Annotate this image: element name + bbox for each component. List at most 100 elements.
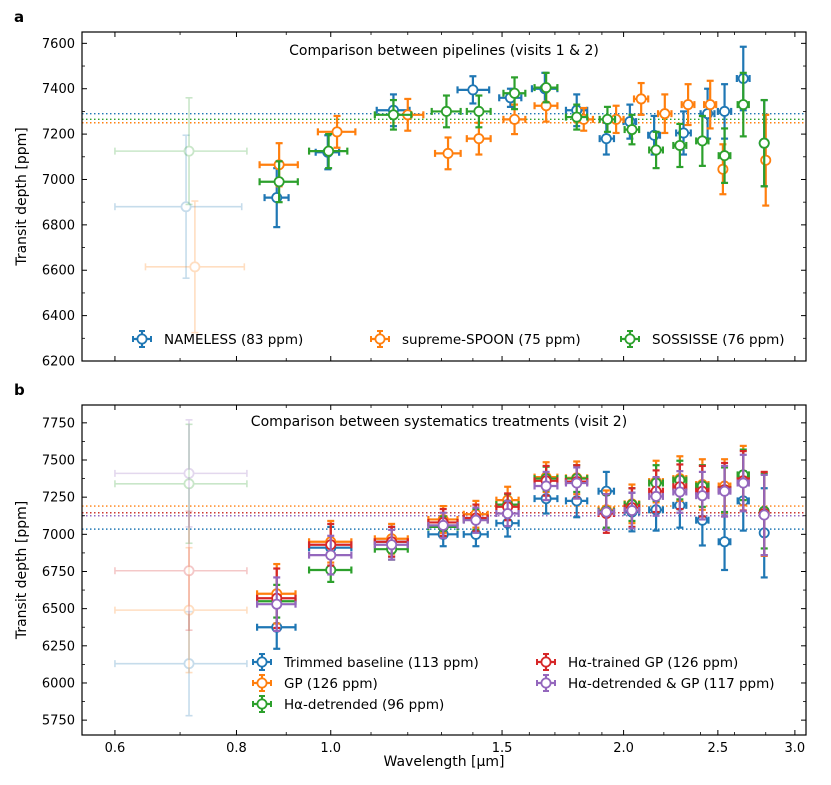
data-marker: [635, 93, 647, 105]
panel-b-series-4-point-6: [495, 499, 520, 528]
panel-a-series-1-point-12: [680, 83, 696, 127]
legend-label: supreme-SPOON (75 ppm): [402, 332, 581, 348]
panel-a-title: Comparison between pipelines (visits 1 &…: [289, 43, 599, 59]
data-marker: [626, 124, 638, 136]
data-marker: [737, 99, 749, 111]
panel-a-series-2-point-4: [430, 94, 462, 129]
panel-a-series-1-point-15: [760, 113, 772, 207]
panel-a-series-1-point-11: [656, 93, 673, 135]
legend-marker: [374, 333, 386, 345]
panel-a-legend-entry-2: SOSSISSE (76 ppm): [620, 330, 785, 348]
data-marker: [650, 490, 662, 502]
data-marker: [183, 145, 195, 157]
data-marker: [719, 105, 731, 117]
panel-b-y-tick-label: 7250: [42, 491, 75, 506]
panel-b-series-4-point-10: [623, 491, 641, 530]
legend-label: SOSSISSE (76 ppm): [652, 332, 785, 348]
panel-a-y-tick-label: 7600: [42, 37, 75, 52]
data-marker: [758, 137, 770, 149]
panel-b-series-4-point-3: [373, 528, 409, 561]
panel-a-series-0-point-11: [675, 110, 692, 156]
data-marker: [442, 147, 454, 159]
data-marker: [601, 113, 613, 125]
panel-b-y-tick-label: 7750: [42, 416, 75, 431]
panel-b-series-4-point-5: [462, 506, 489, 534]
data-marker: [509, 113, 521, 125]
panel-b-letter: b: [14, 381, 25, 399]
legend-label: Hα-detrended & GP (117 ppm): [568, 676, 775, 692]
data-marker: [600, 133, 612, 145]
panel-a-plot: 6200 6400 6600 6800 7000 7200 7400 7600 Transit …: [14, 31, 807, 370]
panel-a-series-2-point-9: [598, 105, 617, 133]
data-marker: [674, 139, 686, 151]
data-marker: [674, 486, 686, 498]
panel-a-series-1-point-2: [316, 114, 357, 149]
panel-b-series-4-point-15: [736, 453, 750, 513]
data-marker: [571, 111, 583, 123]
panel-a-series-1-point-13: [703, 79, 718, 130]
panel-b-series-4-point-16: [758, 473, 770, 557]
legend-marker: [256, 677, 268, 689]
panel-b-series-3: [114, 449, 770, 632]
data-marker: [696, 135, 708, 147]
panel-b-series-4-point-0: [114, 419, 248, 528]
panel-b-legend-entry-2: Hα-detrended (96 ppm): [252, 695, 444, 713]
x-tick-label: 2.5: [708, 741, 729, 756]
panel-b-legend-entry-4: Hα-detrended & GP (117 ppm): [536, 674, 775, 692]
legend-label: Hα-trained GP (126 ppm): [568, 655, 738, 671]
data-marker: [386, 539, 398, 551]
legend-marker: [624, 333, 636, 345]
panel-a-y-tick-label: 6400: [42, 309, 75, 324]
data-marker: [273, 176, 285, 188]
x-tick-label: 2.0: [613, 741, 634, 756]
x-tick-label: 0.8: [226, 741, 247, 756]
panel-a-y-tick-label: 7000: [42, 173, 75, 188]
panel-b-y-tick-label: 7500: [42, 454, 75, 469]
panel-b-y-tick-label: 6500: [42, 602, 75, 617]
data-marker: [719, 536, 731, 548]
legend-label: NAMELESS (83 ppm): [164, 332, 303, 348]
legend-marker: [540, 677, 552, 689]
data-marker: [659, 108, 671, 120]
data-marker: [271, 598, 283, 610]
panel-a-series-0: [114, 45, 770, 279]
panel-b-series-4-point-9: [597, 493, 616, 531]
data-marker: [183, 565, 195, 577]
data-marker: [473, 105, 485, 117]
panel-b-series-4-point-13: [695, 470, 710, 521]
panel-b-y-tick-label: 6250: [42, 639, 75, 654]
data-marker: [180, 201, 192, 213]
data-marker: [571, 477, 583, 489]
panel-a-legend-entry-0: NAMELESS (83 ppm): [132, 330, 303, 348]
panel-b-series-4-point-1: [255, 576, 297, 633]
panel-a-series-0-point-13: [716, 83, 733, 140]
data-marker: [387, 109, 399, 121]
panel-a-series-0-point-5: [498, 87, 523, 108]
panel-a-series-0-point-0: [114, 134, 243, 279]
panel-a-y-tick-label: 6200: [42, 355, 75, 370]
legend-marker: [256, 656, 268, 668]
data-marker: [758, 509, 770, 521]
panel-b-series-4-point-12: [672, 470, 688, 514]
data-marker: [183, 658, 195, 670]
legend-marker: [540, 656, 552, 668]
panel-a-series-2: [114, 71, 770, 206]
panel-a-series-2-point-7: [533, 71, 559, 104]
panel-b-series-4-point-2: [307, 534, 353, 576]
legend-marker: [136, 333, 148, 345]
panel-a-series-0-point-4: [456, 75, 491, 105]
data-marker: [470, 514, 482, 526]
panel-b-legend-entry-1: GP (126 ppm): [252, 674, 378, 692]
panel-a-series-1-point-0: [144, 200, 246, 334]
panel-a-frame: [81, 31, 807, 362]
panel-b-y-tick-label: 6750: [42, 565, 75, 580]
panel-a-series-2-point-2: [307, 133, 349, 170]
panel-a-series-2-point-11: [648, 130, 664, 170]
panel-b-title: Comparison between systematics treatment…: [251, 414, 627, 430]
legend-label: GP (126 ppm): [284, 676, 378, 692]
panel-a-series-2-point-5: [465, 94, 492, 129]
panel-b-series-3-point-0: [114, 510, 248, 632]
panel-a-series-2-point-10: [623, 113, 641, 146]
panel-a-series-2-point-16: [758, 98, 770, 188]
data-marker: [650, 144, 662, 156]
